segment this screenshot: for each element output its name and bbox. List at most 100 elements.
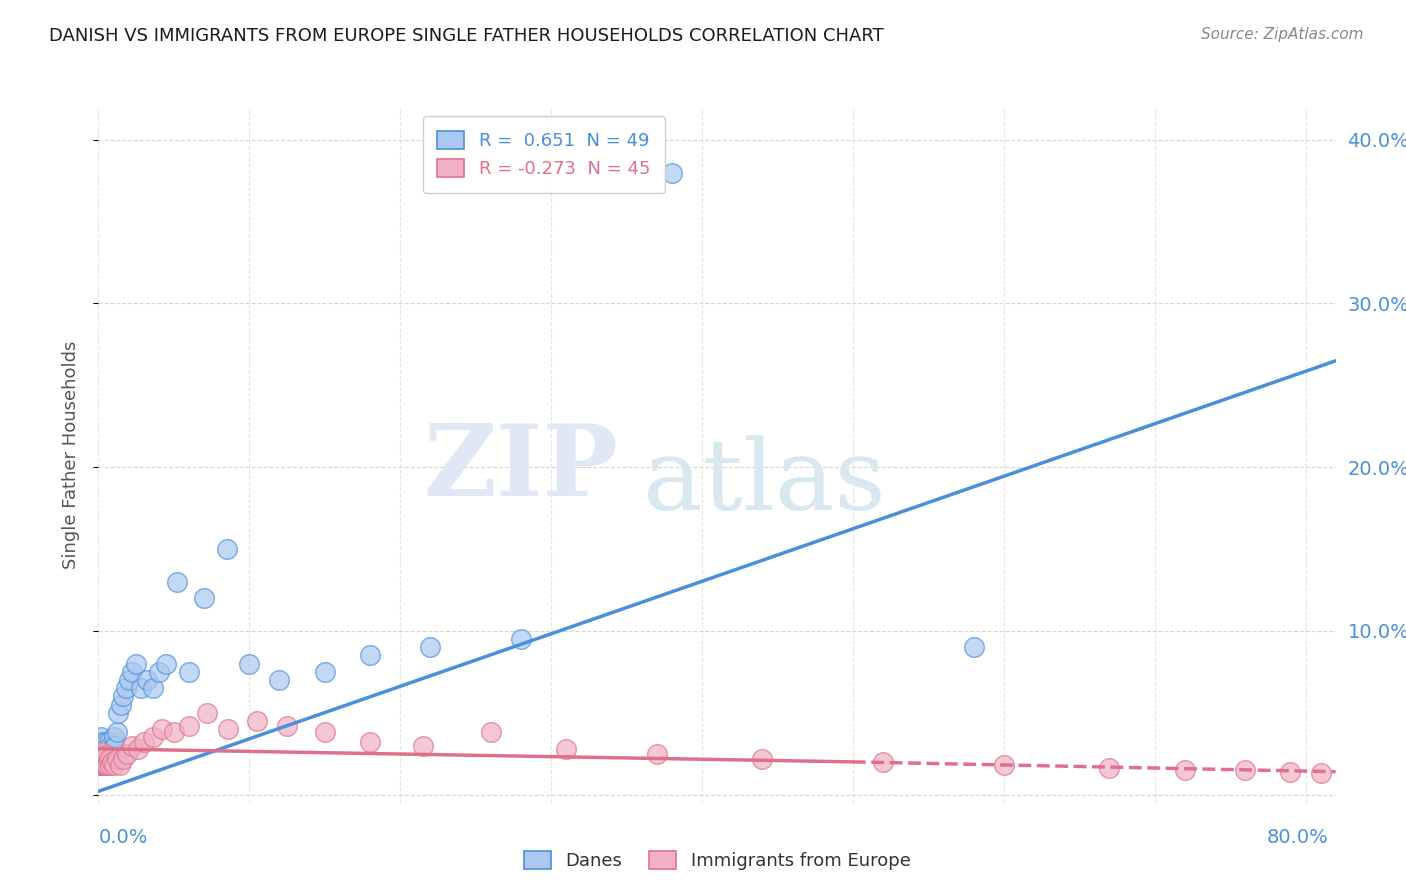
Text: DANISH VS IMMIGRANTS FROM EUROPE SINGLE FATHER HOUSEHOLDS CORRELATION CHART: DANISH VS IMMIGRANTS FROM EUROPE SINGLE … [49,27,884,45]
Point [105,725,128,739]
Point [127,741,149,756]
Point [419,640,441,655]
Point [246,714,269,728]
Point [166,574,188,589]
Point [100,751,122,765]
Point [103,731,125,745]
Point [90,731,112,745]
Point [412,739,434,753]
Legend: Danes, Immigrants from Europe: Danes, Immigrants from Europe [516,844,918,877]
Point [94,748,117,763]
Point [217,722,239,736]
Point [177,665,200,679]
Point [1279,764,1302,779]
Point [108,758,131,772]
Point [93,751,115,765]
Point [1098,761,1121,775]
Point [101,741,124,756]
Point [193,591,215,606]
Point [177,719,200,733]
Point [163,725,186,739]
Point [91,755,114,769]
Point [90,741,112,756]
Point [155,657,177,671]
Point [91,747,114,761]
Point [107,706,129,720]
Point [89,739,111,753]
Point [129,681,152,696]
Point [90,758,112,772]
Point [100,739,122,753]
Point [751,751,773,765]
Point [115,747,138,761]
Point [96,741,118,756]
Point [148,665,170,679]
Point [93,751,115,765]
Point [645,747,668,761]
Point [215,542,238,557]
Point [98,747,121,761]
Point [94,735,117,749]
Point [94,758,117,772]
Point [104,739,127,753]
Point [111,690,134,704]
Point [993,758,1015,772]
Text: 80.0%: 80.0% [1267,828,1329,847]
Point [93,758,115,772]
Point [276,719,298,733]
Text: Source: ZipAtlas.com: Source: ZipAtlas.com [1201,27,1364,42]
Point [91,735,114,749]
Point [132,735,155,749]
Point [91,751,114,765]
Point [359,735,381,749]
Point [89,747,111,761]
Point [661,165,683,179]
Point [314,725,336,739]
Point [1174,763,1197,777]
Point [121,739,143,753]
Point [359,648,381,663]
Point [269,673,291,687]
Point [150,722,173,736]
Point [872,755,894,769]
Y-axis label: Single Father Households: Single Father Households [62,341,80,569]
Point [103,758,125,772]
Point [111,751,134,765]
Point [1309,766,1331,780]
Point [142,681,165,696]
Point [90,758,112,772]
Point [93,739,115,753]
Point [101,755,124,769]
Point [114,681,136,696]
Text: 0.0%: 0.0% [98,828,148,847]
Point [96,751,118,765]
Text: atlas: atlas [643,435,886,531]
Point [100,758,122,772]
Point [238,657,260,671]
Point [90,751,112,765]
Point [96,758,118,772]
Point [89,751,111,765]
Point [98,735,121,749]
Point [94,747,117,761]
Point [90,751,112,765]
Point [94,755,117,769]
Text: ZIP: ZIP [423,420,619,517]
Point [110,698,132,712]
Point [89,758,111,772]
Point [479,725,502,739]
Point [117,673,139,687]
Point [91,758,114,772]
Point [105,751,128,765]
Point [555,741,578,756]
Point [89,755,111,769]
Point [195,706,218,720]
Point [314,665,336,679]
Point [142,731,165,745]
Point [98,751,121,765]
Point [509,632,531,646]
Point [121,665,143,679]
Point [1234,763,1257,777]
Point [90,745,112,759]
Point [125,657,148,671]
